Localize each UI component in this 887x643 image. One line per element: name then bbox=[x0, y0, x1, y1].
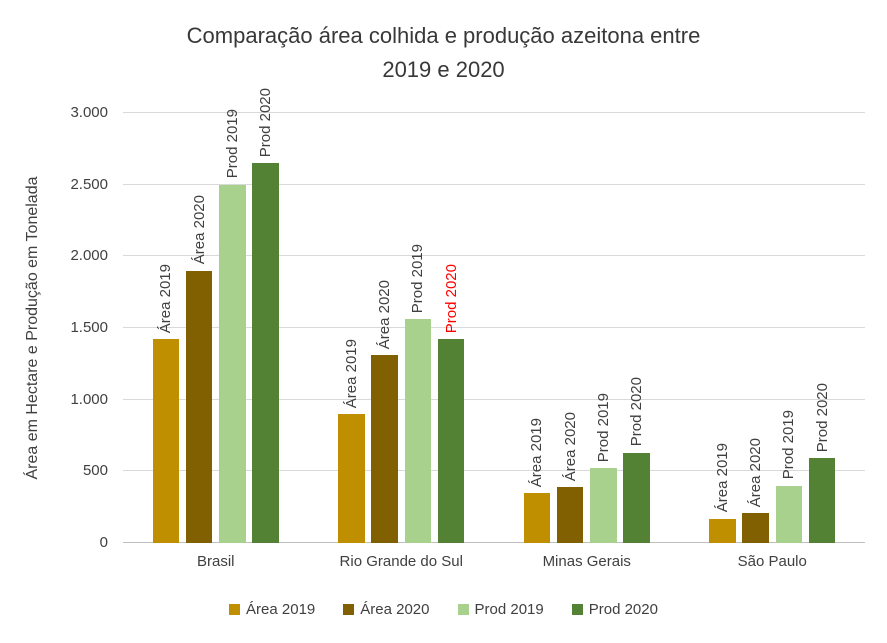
bar-area-2019-brasil bbox=[152, 339, 180, 543]
bar-label-prod-2019-rio-grande-do-sul: Prod 2019 bbox=[409, 244, 427, 314]
bar-prod-2020-brasil bbox=[252, 163, 279, 543]
gridline bbox=[123, 255, 865, 257]
bar-prod-2020-sao-paulo bbox=[808, 458, 836, 543]
bar-prod-2020-minas-gerais bbox=[623, 452, 650, 543]
y-tick-label: 3.000 bbox=[70, 104, 108, 121]
bar-label-prod-2020-brasil: Prod 2020 bbox=[257, 87, 275, 158]
gridline bbox=[123, 470, 865, 472]
legend-label-area-2019: Área 2019 bbox=[246, 601, 316, 618]
bar-area-2020-minas-gerais bbox=[556, 487, 584, 543]
bar-area-2020-rio-grande-do-sul bbox=[371, 355, 398, 543]
legend-swatch-prod-2020 bbox=[571, 604, 583, 615]
bar-label-area-2020-sao-paulo: Área 2020 bbox=[747, 437, 765, 507]
x-category-label-brasil: Brasil bbox=[196, 553, 235, 570]
bar-area-2019-minas-gerais bbox=[523, 492, 551, 543]
x-category-label-sao-paulo: São Paulo bbox=[737, 553, 807, 570]
legend-label-prod-2020: Prod 2020 bbox=[588, 601, 658, 618]
bar-label-prod-2019-brasil: Prod 2019 bbox=[223, 109, 241, 179]
bar-area-2020-brasil bbox=[185, 270, 213, 543]
chart-title: Comparação área colhida e produção azeit… bbox=[0, 19, 887, 87]
legend-swatch-area-2020 bbox=[343, 604, 355, 615]
bar-label-prod-2020-minas-gerais: Prod 2020 bbox=[628, 377, 646, 447]
bar-label-prod-2020-sao-paulo: Prod 2020 bbox=[813, 383, 831, 453]
y-tick-label: 2.500 bbox=[70, 175, 108, 193]
bar-area-2020-sao-paulo bbox=[742, 512, 769, 543]
legend-item-prod-2020: Prod 2020 bbox=[571, 601, 658, 618]
chart-title-line-2: 2019 e 2020 bbox=[382, 57, 505, 82]
x-category-label-minas-gerais: Minas Gerais bbox=[542, 553, 631, 570]
bar-label-area-2019-brasil: Área 2019 bbox=[157, 264, 175, 334]
chart-title-line-1: Comparação área colhida e produção azeit… bbox=[186, 23, 701, 48]
y-tick-label: 500 bbox=[82, 462, 108, 480]
legend-item-prod-2019: Prod 2019 bbox=[457, 601, 544, 618]
bar-prod-2020-rio-grande-do-sul bbox=[437, 339, 465, 543]
legend-item-area-2020: Área 2020 bbox=[343, 601, 430, 618]
bar-label-prod-2019-minas-gerais: Prod 2019 bbox=[594, 393, 612, 463]
gridline bbox=[123, 183, 865, 185]
bar-prod-2019-rio-grande-do-sul bbox=[404, 319, 432, 543]
y-tick-label: 1.500 bbox=[70, 319, 108, 336]
legend-label-prod-2019: Prod 2019 bbox=[474, 601, 544, 618]
bar-label-area-2019-minas-gerais: Área 2019 bbox=[528, 417, 546, 487]
bar-prod-2019-sao-paulo bbox=[775, 485, 803, 543]
legend: Área 2019 Área 2020 Prod 2019 Prod 2020 bbox=[0, 601, 887, 618]
gridline bbox=[123, 327, 865, 328]
legend-swatch-area-2019 bbox=[229, 604, 241, 615]
bar-area-2019-rio-grande-do-sul bbox=[338, 414, 365, 543]
legend-swatch-prod-2019 bbox=[457, 604, 469, 615]
bar-area-2019-sao-paulo bbox=[709, 518, 736, 543]
legend-item-area-2019: Área 2019 bbox=[229, 601, 315, 618]
y-tick-label: 1.000 bbox=[70, 390, 108, 408]
plot-area: Área 2019 Área 2020 Prod 2019 Prod 2020 Área… bbox=[123, 88, 865, 543]
gridline bbox=[123, 112, 865, 113]
legend-label-area-2020: Área 2020 bbox=[360, 601, 430, 618]
bar-label-prod-2019-sao-paulo: Prod 2019 bbox=[780, 410, 798, 480]
bar-prod-2019-brasil bbox=[219, 184, 246, 543]
y-tick-label: 2.000 bbox=[70, 247, 108, 265]
bar-label-area-2020-rio-grande-do-sul: Área 2020 bbox=[376, 280, 394, 350]
bar-label-area-2020-minas-gerais: Área 2020 bbox=[561, 411, 579, 482]
bar-label-area-2019-rio-grande-do-sul: Área 2019 bbox=[342, 338, 360, 408]
x-category-label-rio-grande-do-sul: Rio Grande do Sul bbox=[339, 553, 463, 570]
bar-label-prod-2020-rio-grande-do-sul: Prod 2020 bbox=[442, 264, 460, 334]
bar-prod-2019-minas-gerais bbox=[590, 468, 617, 543]
y-tick-label: 0 bbox=[99, 534, 108, 551]
x-axis-line bbox=[123, 542, 865, 543]
bar-label-area-2020-brasil: Área 2020 bbox=[190, 195, 208, 265]
gridline bbox=[123, 398, 865, 400]
bar-label-area-2019-sao-paulo: Área 2019 bbox=[713, 443, 731, 513]
